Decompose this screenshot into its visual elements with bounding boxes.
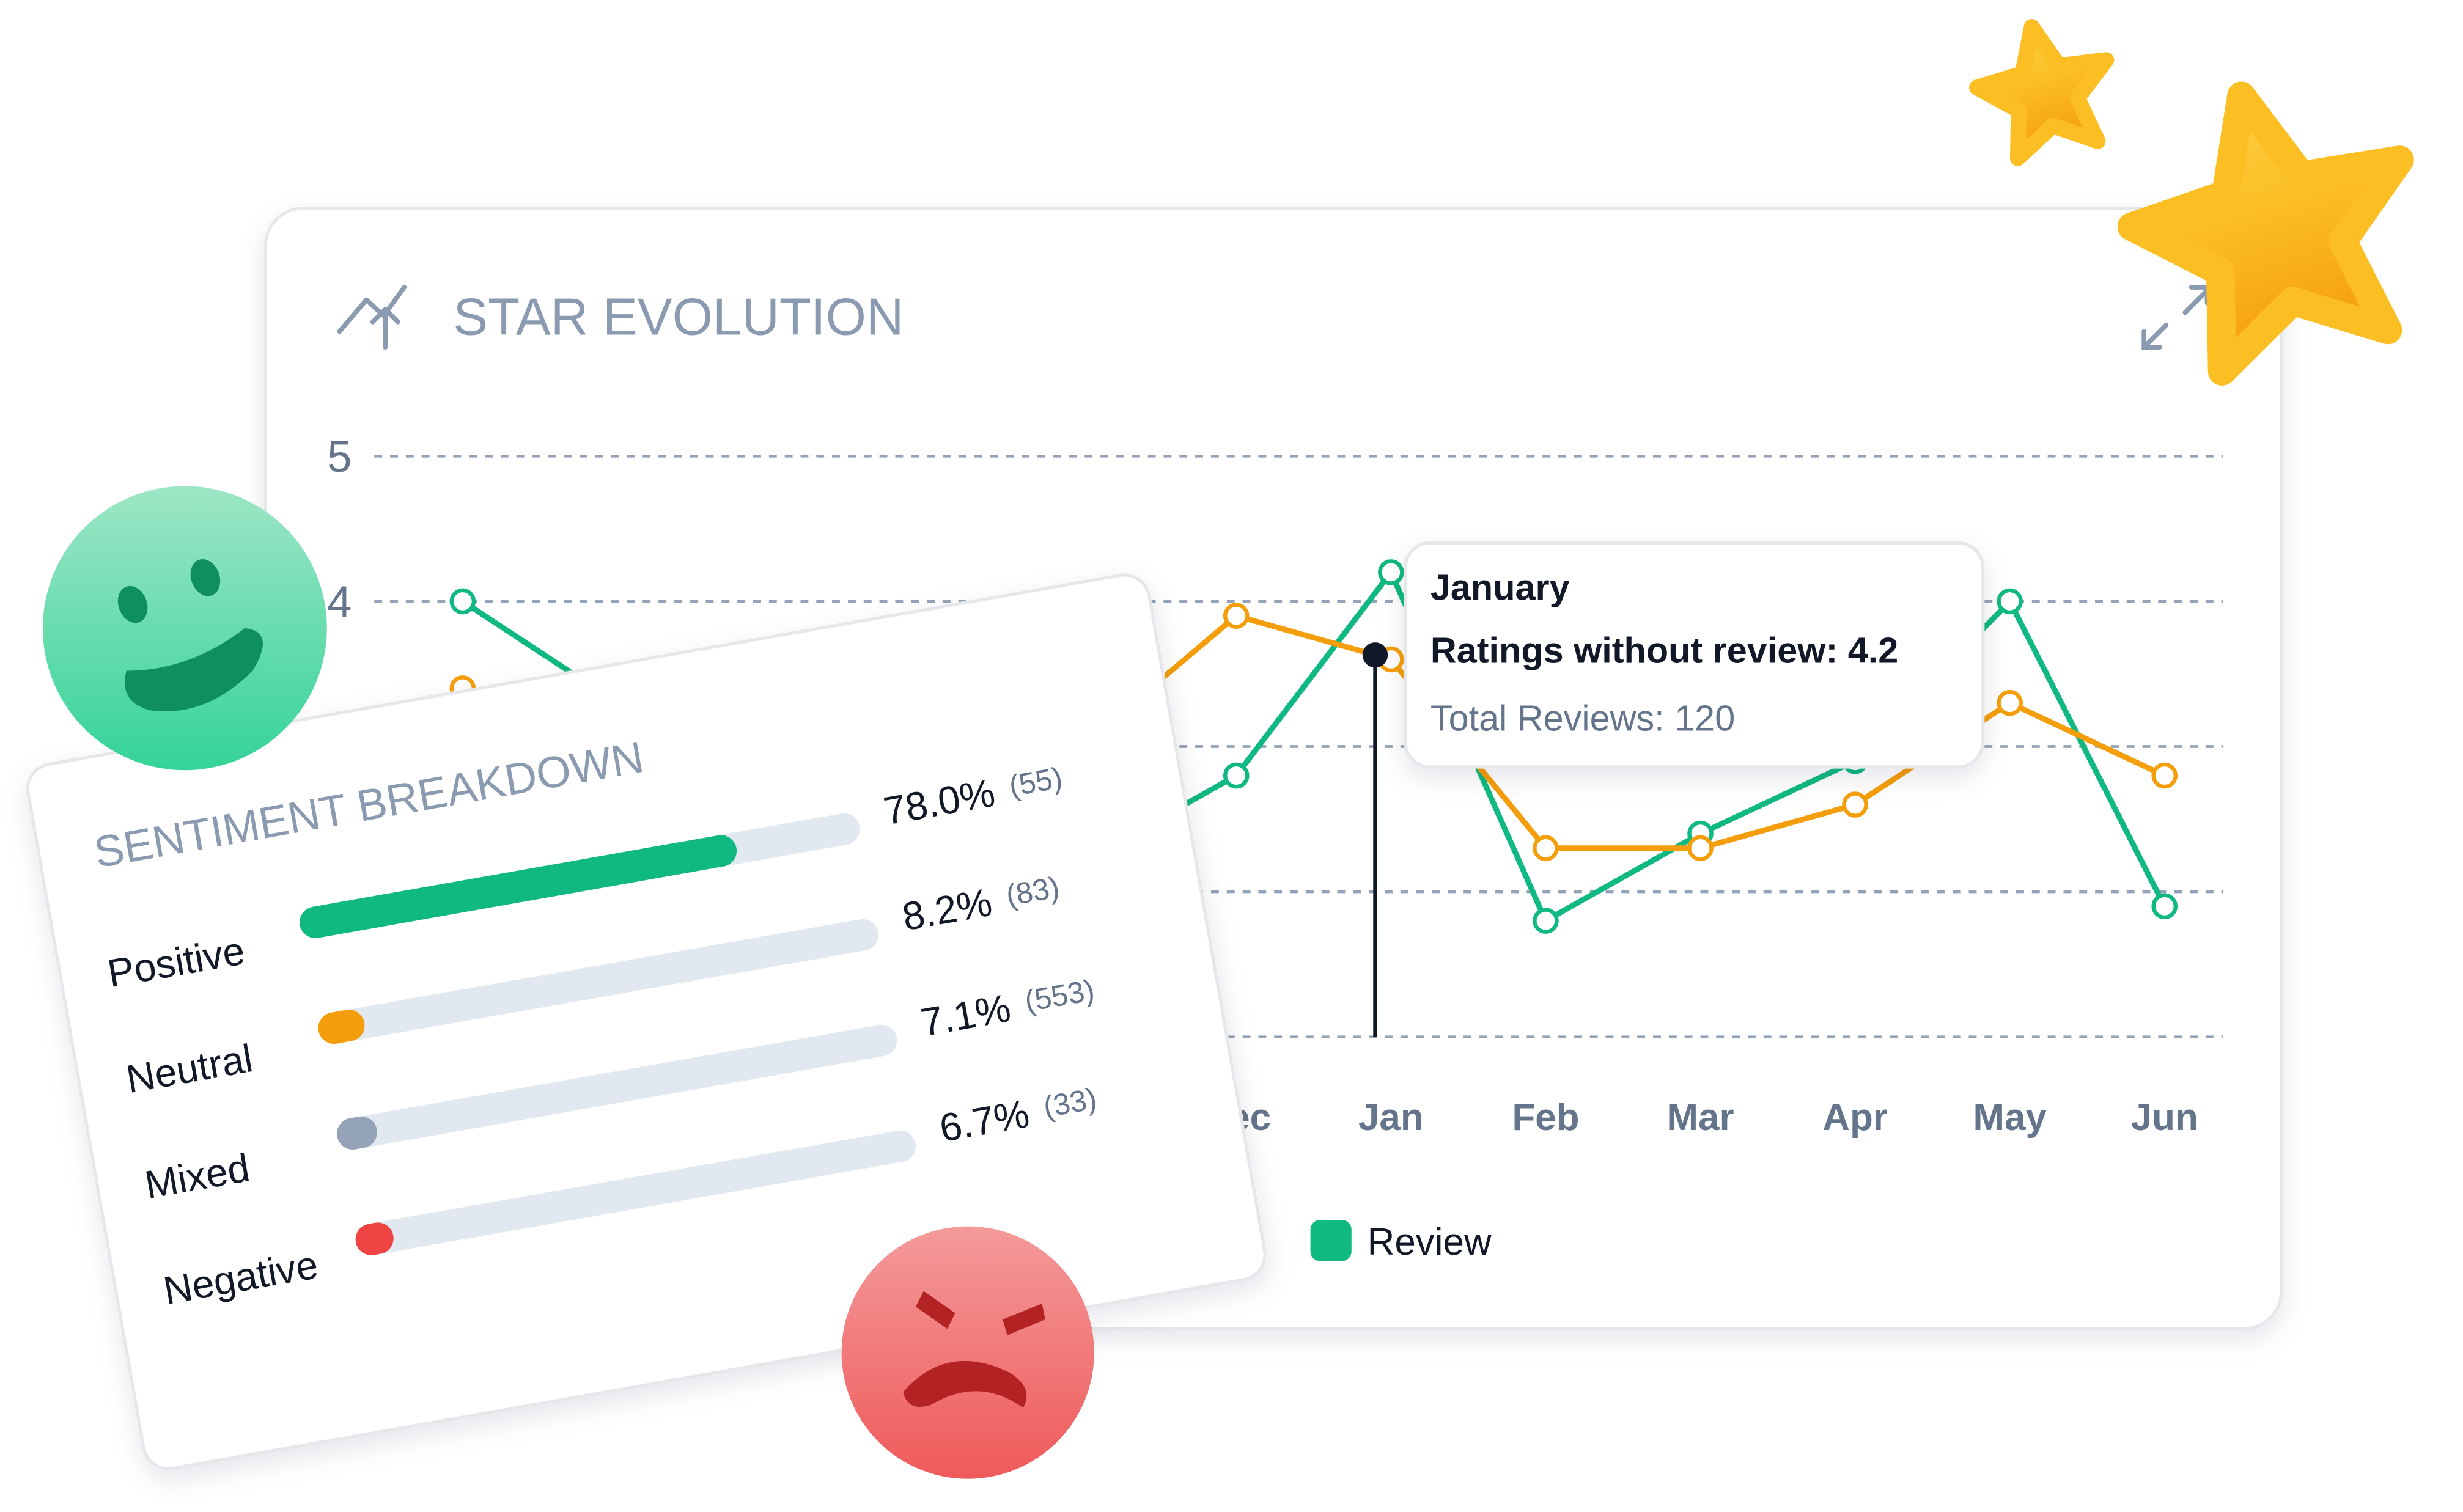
bar	[300, 835, 737, 939]
face	[42, 486, 327, 771]
x-tick-label: Jun	[2131, 1096, 2198, 1139]
bar	[337, 1116, 377, 1150]
point	[1223, 603, 1250, 629]
x-tick-label: Feb	[1512, 1096, 1579, 1139]
star-decoration	[2117, 81, 2414, 386]
y-tick-label: 4	[327, 578, 352, 627]
x-tick-label: Mar	[1666, 1096, 1734, 1139]
point	[1842, 791, 1868, 818]
point	[1533, 835, 1559, 862]
angry-face	[841, 1226, 1094, 1479]
mouth	[903, 1360, 1027, 1408]
chart-title: STAR EVOLUTION	[453, 288, 904, 346]
legend-swatch	[1310, 1220, 1352, 1261]
face	[841, 1226, 1094, 1479]
x-tick-label: Jan	[1358, 1096, 1424, 1139]
star-decoration	[1969, 18, 2115, 166]
point	[1997, 689, 2023, 716]
trend-icon	[337, 285, 407, 350]
point	[2151, 762, 2178, 789]
point	[1378, 559, 1404, 585]
eye	[117, 585, 148, 623]
point	[1997, 588, 2023, 615]
x-tick-label: May	[1973, 1096, 2047, 1139]
eye	[190, 559, 221, 596]
eyebrow	[916, 1291, 955, 1329]
mouth	[125, 628, 263, 711]
bar-track	[355, 1130, 916, 1255]
legend-label: Review	[1368, 1221, 1492, 1263]
tooltip-title: January	[1430, 567, 1570, 607]
expand-icon[interactable]	[2141, 285, 2210, 350]
point	[449, 588, 476, 615]
bar-track	[337, 1024, 897, 1150]
eyebrow	[1003, 1304, 1045, 1335]
tooltip: January Ratings without review: 4.2 Tota…	[1403, 541, 1985, 769]
happy-face	[42, 486, 327, 771]
y-tick-label: 5	[327, 433, 352, 482]
bar-track	[318, 919, 878, 1044]
bar	[318, 1010, 365, 1044]
point	[1687, 835, 1714, 862]
bar	[355, 1222, 394, 1255]
tooltip-line: Total Reviews: 120	[1430, 698, 1735, 739]
point	[1223, 762, 1250, 789]
hover-dot	[1362, 642, 1388, 668]
tooltip-line: Ratings without review: 4.2	[1430, 630, 1898, 671]
point	[2151, 893, 2178, 920]
x-tick-label: Apr	[1822, 1096, 1888, 1139]
point	[1533, 908, 1559, 934]
tooltip-box	[1403, 541, 1985, 769]
plot-area: 12345DecJanFebMarAprMayJunReview	[327, 433, 2223, 1263]
